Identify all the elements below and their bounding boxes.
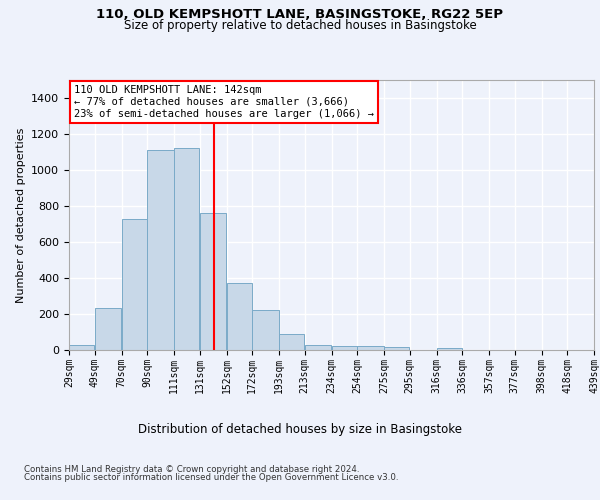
- Bar: [332, 346, 357, 350]
- Bar: [148, 150, 174, 350]
- Bar: [305, 344, 331, 350]
- Bar: [174, 148, 199, 350]
- Text: Distribution of detached houses by size in Basingstoke: Distribution of detached houses by size …: [138, 422, 462, 436]
- Bar: [279, 334, 304, 350]
- Bar: [95, 308, 121, 350]
- Bar: [358, 346, 384, 350]
- Text: Size of property relative to detached houses in Basingstoke: Size of property relative to detached ho…: [124, 19, 476, 32]
- Text: 110 OLD KEMPSHOTT LANE: 142sqm
← 77% of detached houses are smaller (3,666)
23% : 110 OLD KEMPSHOTT LANE: 142sqm ← 77% of …: [74, 86, 374, 118]
- Text: 110, OLD KEMPSHOTT LANE, BASINGSTOKE, RG22 5EP: 110, OLD KEMPSHOTT LANE, BASINGSTOKE, RG…: [97, 8, 503, 20]
- Text: Contains public sector information licensed under the Open Government Licence v3: Contains public sector information licen…: [24, 472, 398, 482]
- Bar: [69, 344, 94, 350]
- Bar: [384, 348, 409, 350]
- Bar: [437, 348, 462, 350]
- Bar: [200, 213, 226, 350]
- Bar: [227, 282, 252, 350]
- Bar: [253, 310, 279, 350]
- Text: Contains HM Land Registry data © Crown copyright and database right 2024.: Contains HM Land Registry data © Crown c…: [24, 465, 359, 474]
- Bar: [122, 218, 147, 350]
- Y-axis label: Number of detached properties: Number of detached properties: [16, 128, 26, 302]
